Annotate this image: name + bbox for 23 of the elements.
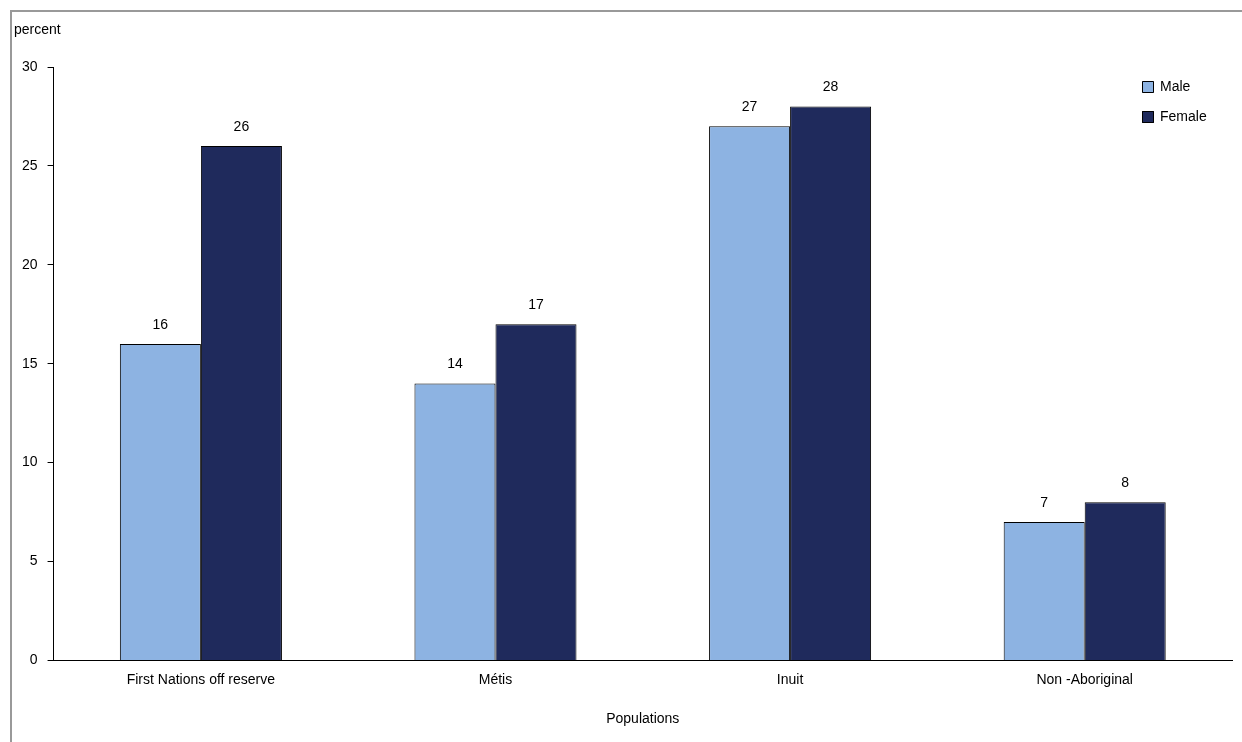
y-tick-label: 5 bbox=[29, 552, 38, 569]
y-tick-label: 20 bbox=[21, 255, 38, 272]
y-tick-label: 10 bbox=[21, 453, 38, 470]
y-tick-label: 0 bbox=[29, 651, 38, 668]
legend-label: Male bbox=[1160, 77, 1191, 94]
x-tick-label: Non -Aboriginal bbox=[1036, 670, 1133, 687]
y-tick-label: 30 bbox=[21, 57, 38, 74]
data-label: 17 bbox=[528, 296, 544, 312]
data-label: 28 bbox=[822, 78, 839, 95]
data-label: 16 bbox=[152, 315, 169, 332]
data-label: 26 bbox=[233, 117, 250, 134]
x-tick-label: Inuit bbox=[776, 670, 804, 687]
data-label: 8 bbox=[1121, 474, 1130, 491]
y-tick-label: 25 bbox=[21, 156, 38, 173]
y-axis-title: percent bbox=[14, 20, 61, 37]
data-label: 7 bbox=[1040, 493, 1049, 510]
y-tick-label: 15 bbox=[21, 354, 38, 371]
data-label: 14 bbox=[447, 355, 463, 372]
x-axis-title: Populations bbox=[606, 710, 680, 727]
x-tick-label: Métis bbox=[478, 670, 513, 687]
x-tick-label: First Nations off reserve bbox=[126, 670, 276, 687]
data-label: 27 bbox=[741, 98, 758, 115]
legend-label: Female bbox=[1160, 107, 1207, 124]
